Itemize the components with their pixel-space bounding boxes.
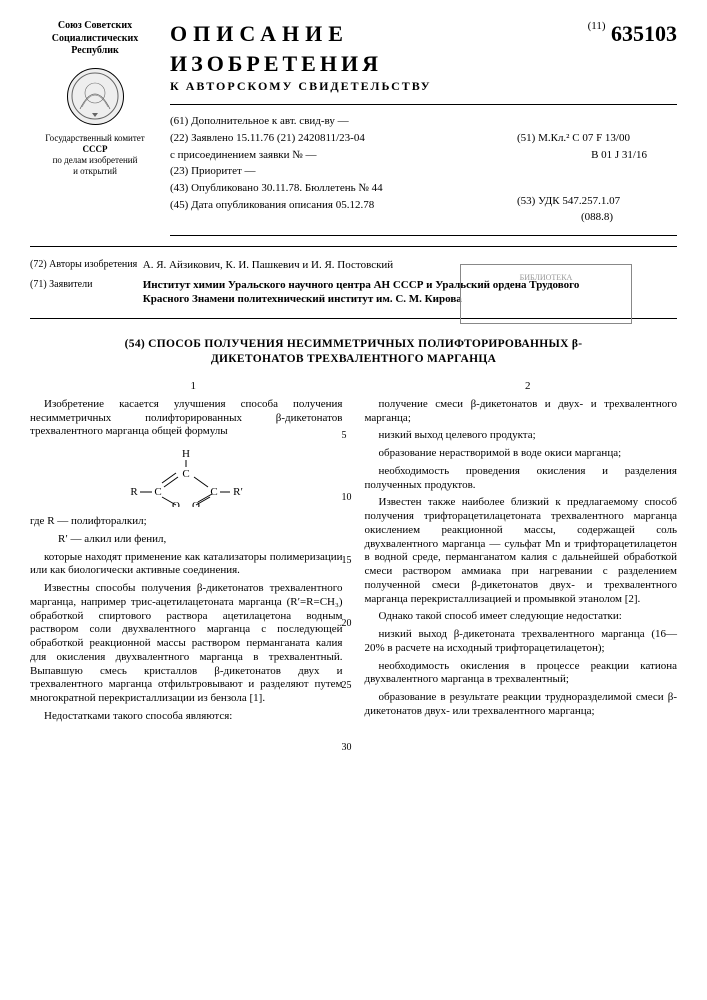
label-72: (72) Авторы изобретения xyxy=(30,259,140,272)
line-number: 30 xyxy=(342,742,352,755)
column-number-1: 1 xyxy=(30,380,343,394)
issuer-column: Союз Советских Социалистических Республи… xyxy=(30,20,160,178)
formula-where-2: R′ — алкил или фенил, xyxy=(30,533,343,547)
para-4: Недостатками такого способа являются: xyxy=(30,710,343,724)
column-number-2: 2 xyxy=(365,380,678,394)
invention-title: (54) СПОСОБ ПОЛУЧЕНИЯ НЕСИММЕТРИЧНЫХ ПОЛ… xyxy=(90,337,617,366)
line-number: 20 xyxy=(342,618,352,631)
committee-line1: Государственный комитет xyxy=(45,133,145,143)
para-11: низкий выход β-дикетоната трехвалентного… xyxy=(365,628,678,656)
org-line2: Социалистических xyxy=(52,33,138,44)
line-number: 10 xyxy=(342,492,352,505)
svg-text:C: C xyxy=(155,486,162,498)
main-heading-2: ИЗОБРЕТЕНИЯ xyxy=(170,50,677,78)
svg-text:C: C xyxy=(183,468,190,480)
org-line3: Республик xyxy=(71,45,119,56)
para-10: Однако такой способ имеет следующие недо… xyxy=(365,610,678,624)
para-7: образование нерастворимой в воде окиси м… xyxy=(365,447,678,461)
biblio-right: (51) М.Кл.² C 07 F 13/00 B 01 J 31/16 (5… xyxy=(517,112,677,228)
committee-line3: по делам изобретений xyxy=(53,155,138,165)
line-number: 25 xyxy=(342,680,352,693)
field-61: (61) Дополнительное к авт. свид-ву — xyxy=(170,115,517,129)
field-prisoed: с присоединением заявки № — xyxy=(170,149,517,163)
para-5: получение смеси β-дикетонатов и двух- и … xyxy=(365,398,678,426)
para-6: низкий выход целевого продукта; xyxy=(365,429,678,443)
stamp-text: БИБЛИОТЕКА xyxy=(520,273,573,282)
library-stamp: БИБЛИОТЕКА xyxy=(460,264,632,324)
body-columns: 1 Изобретение касается улучшения способа… xyxy=(30,380,677,728)
state-emblem-icon xyxy=(67,68,124,125)
para-9: Известен также наиболее близкий к предла… xyxy=(365,496,678,606)
formula-where-1: где R — полифторалкил; xyxy=(30,515,343,529)
field-53b: (088.8) xyxy=(517,211,677,225)
para-1: Изобретение касается улучшения способа п… xyxy=(30,398,343,439)
line-number: 15 xyxy=(342,555,352,568)
structural-formula: H C C C R R′ O O xyxy=(30,447,343,507)
title-column: (11) 635103 ОПИСАНИЕ ИЗОБРЕТЕНИЯ К АВТОР… xyxy=(160,20,677,240)
svg-text:C: C xyxy=(211,486,218,498)
divider xyxy=(30,246,677,247)
divider xyxy=(170,235,677,236)
field-43: (43) Опубликовано 30.11.78. Бюллетень № … xyxy=(170,182,517,196)
svg-text:H: H xyxy=(182,448,190,460)
authors-section: (72) Авторы изобретения А. Я. Айзикович,… xyxy=(30,259,677,306)
para-2: которые находят применение как катализат… xyxy=(30,551,343,579)
svg-text:R′: R′ xyxy=(233,486,243,498)
subtitle: К АВТОРСКОМУ СВИДЕТЕЛЬСТВУ xyxy=(170,79,677,94)
org-line1: Союз Советских xyxy=(58,20,132,31)
committee-line4: и открытий xyxy=(73,166,117,176)
committee-line2: СССР xyxy=(83,144,108,154)
body-wrapper: 1 Изобретение касается улучшения способа… xyxy=(30,380,677,728)
docnum-prefix: (11) xyxy=(588,20,606,32)
field-51b: B 01 J 31/16 xyxy=(517,149,677,163)
para-12: необходимость окисления в процессе реакц… xyxy=(365,660,678,688)
committee-block: Государственный комитет СССР по делам из… xyxy=(30,133,160,178)
divider xyxy=(170,104,677,105)
field-22: (22) Заявлено 15.11.76 (21) 2420811/23-0… xyxy=(170,132,517,146)
para-13: образование в результате реакции труднор… xyxy=(365,691,678,719)
svg-text:R: R xyxy=(131,486,139,498)
document-number: (11) 635103 xyxy=(588,20,677,48)
para-8: необходимость проведения окисления и раз… xyxy=(365,465,678,493)
line-number: 5 xyxy=(342,430,347,443)
svg-text:O: O xyxy=(172,500,180,507)
field-53a: (53) УДК 547.257.1.07 xyxy=(517,195,677,209)
para-3: Известны способы получения β-дикетонатов… xyxy=(30,582,343,706)
bibliographic-block: (61) Дополнительное к авт. свид-ву — (22… xyxy=(170,109,677,231)
field-45: (45) Дата опубликования описания 05.12.7… xyxy=(170,199,517,213)
biblio-left: (61) Дополнительное к авт. свид-ву — (22… xyxy=(170,112,517,228)
header: Союз Советских Социалистических Республи… xyxy=(30,20,677,240)
issuer-org: Союз Советских Социалистических Республи… xyxy=(30,20,160,58)
svg-text:O: O xyxy=(192,500,200,507)
field-23: (23) Приоритет — xyxy=(170,165,517,179)
label-71: (71) Заявители xyxy=(30,279,140,292)
docnum-value: 635103 xyxy=(611,21,677,46)
field-51a: (51) М.Кл.² C 07 F 13/00 xyxy=(517,132,677,146)
